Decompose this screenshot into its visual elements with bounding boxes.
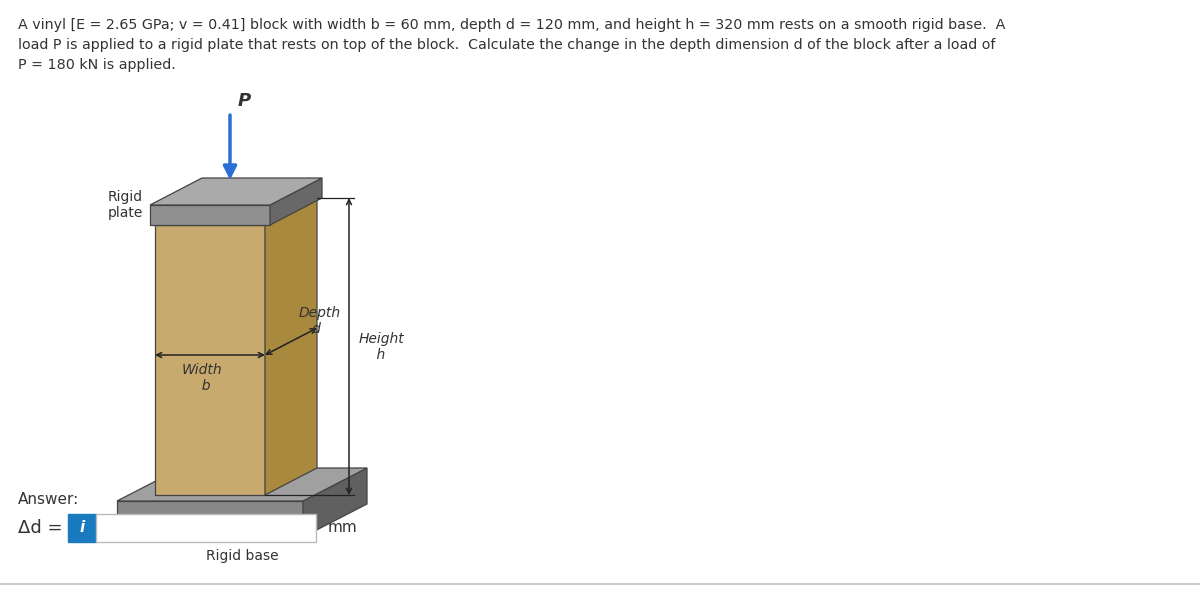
Text: Depth
   d: Depth d bbox=[299, 306, 341, 336]
Text: Rigid base: Rigid base bbox=[205, 549, 278, 563]
Polygon shape bbox=[155, 198, 317, 225]
FancyBboxPatch shape bbox=[96, 514, 316, 542]
Polygon shape bbox=[118, 468, 367, 501]
Text: Answer:: Answer: bbox=[18, 492, 79, 507]
Polygon shape bbox=[302, 468, 367, 537]
Polygon shape bbox=[265, 198, 317, 495]
Text: Height
    h: Height h bbox=[359, 332, 404, 362]
FancyBboxPatch shape bbox=[68, 514, 96, 542]
Text: mm: mm bbox=[328, 520, 358, 535]
Polygon shape bbox=[150, 178, 322, 205]
Text: A vinyl [E = 2.65 GPa; v = 0.41] block with width b = 60 mm, depth d = 120 mm, a: A vinyl [E = 2.65 GPa; v = 0.41] block w… bbox=[18, 18, 1006, 32]
Polygon shape bbox=[155, 225, 265, 495]
Text: Width
  b: Width b bbox=[181, 363, 222, 393]
Polygon shape bbox=[118, 501, 302, 537]
Text: Δd =: Δd = bbox=[18, 519, 68, 537]
Text: i: i bbox=[79, 520, 85, 535]
Text: Rigid
plate: Rigid plate bbox=[108, 190, 143, 220]
Text: P = 180 kN is applied.: P = 180 kN is applied. bbox=[18, 58, 175, 72]
Text: P: P bbox=[238, 92, 251, 110]
Text: load P is applied to a rigid plate that rests on top of the block.  Calculate th: load P is applied to a rigid plate that … bbox=[18, 38, 995, 52]
Polygon shape bbox=[270, 178, 322, 225]
Polygon shape bbox=[150, 205, 270, 225]
